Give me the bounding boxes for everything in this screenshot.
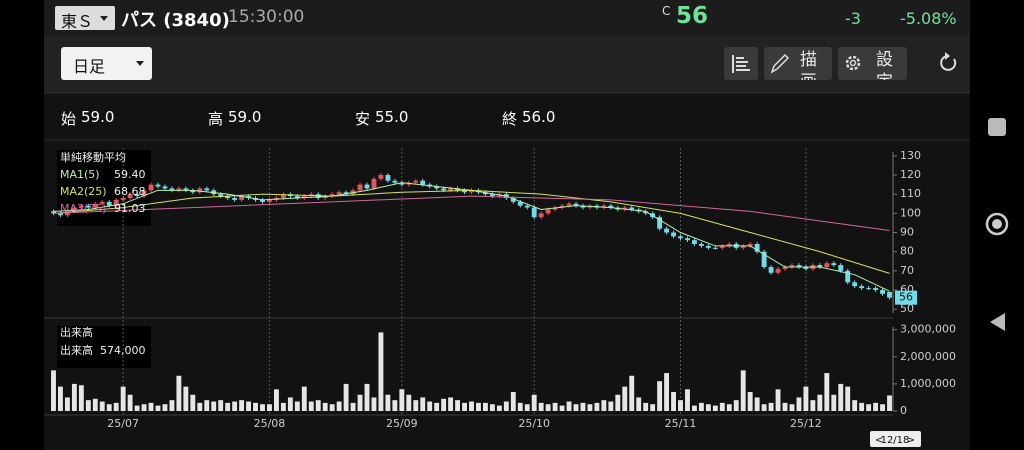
home-button[interactable] [985,212,1009,236]
recents-button[interactable] [988,118,1006,136]
time: 15:30:00 [228,7,305,27]
home-dot [992,219,1002,229]
draw-label: 描画 [800,50,817,80]
change-percent: -5.08% [900,9,957,28]
dropdown-arrow [136,61,144,66]
ohlc-label: 終 [502,110,518,128]
ohlc-label: 始 [61,110,77,128]
indicator-button[interactable] [724,47,758,80]
change: -3 [845,9,861,28]
ohlc-label: 安 [355,110,371,128]
gear-icon [845,55,861,71]
period: 日足 [73,57,106,76]
ohlc-value: 59.0 [81,108,115,126]
bars-icon [732,55,750,73]
stock-name: パス (3840) [121,10,230,31]
settings-label: 設定 [876,50,893,80]
period-select[interactable]: 日足 [61,47,152,80]
pencil-icon [770,53,790,74]
settings-button[interactable]: 設定 [838,47,907,80]
draw-button[interactable]: 描画 [764,47,832,80]
dropdown-arrow [100,16,108,21]
market: 東Ｓ [61,12,94,31]
ohlc-value: 59.0 [228,108,262,126]
market-select[interactable]: 東Ｓ [55,6,115,31]
ohlc-value: 55.0 [375,108,409,126]
back-button[interactable] [990,313,1005,331]
price-prefix: C [662,4,671,18]
ohlc-value: 56.0 [522,108,556,126]
header-bar [44,0,970,36]
nav-bar [985,118,1009,331]
ohlc-label: 高 [208,110,224,128]
price: 56 [676,3,709,29]
